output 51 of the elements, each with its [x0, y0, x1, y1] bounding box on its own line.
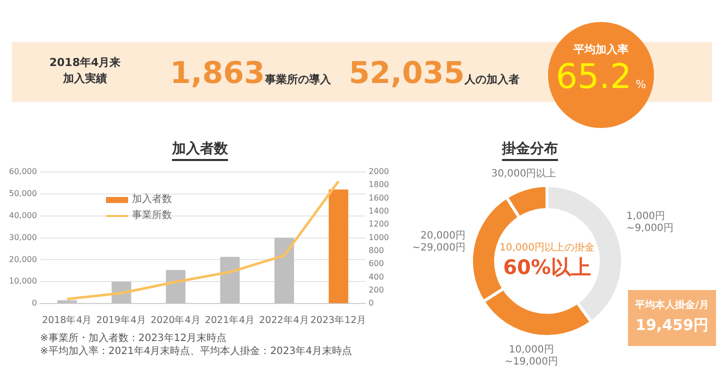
y2-tick-label: 800: [368, 246, 384, 256]
bar: [166, 270, 186, 304]
legend-label: 加入者数: [132, 192, 172, 207]
x-tick-label: 2023年12月: [310, 314, 367, 326]
bar: [274, 238, 294, 304]
text: 10,000円以上の掛金: [500, 242, 594, 254]
text: 52,035: [348, 56, 465, 91]
y2-tick-label: 600: [368, 259, 384, 268]
text: 19,459円: [634, 316, 710, 335]
slice-label: 10,000円~19,000円: [504, 344, 558, 368]
text: 65.2: [556, 57, 632, 97]
y2-tick-label: 1600: [368, 193, 389, 202]
text: 60%以上: [503, 255, 591, 280]
y-tick-label: 10,000: [8, 276, 37, 286]
y2-tick-label: 0: [368, 298, 374, 308]
text: %: [636, 78, 646, 91]
x-tick-label: 2022年4月: [259, 314, 310, 326]
chart-title: 掛金分布: [502, 141, 558, 161]
y-tick-label: 40,000: [8, 210, 37, 220]
bar: [328, 190, 348, 304]
text: 人の加入者: [464, 73, 520, 86]
slice-label: 1,000円~9,000円: [626, 210, 674, 234]
text: 加入実績: [63, 72, 107, 85]
x-tick-label: 2021年4月: [204, 314, 256, 326]
text: 1,863: [170, 56, 265, 91]
legend-label: 事業所数: [132, 208, 172, 223]
x-tick-label: 2018年4月: [42, 314, 92, 326]
y2-tick-label: 1000: [368, 232, 389, 242]
text: 事業所の導入: [264, 73, 331, 86]
slice-label: 20,000円~29,000円: [412, 230, 466, 254]
y-tick-label: 20,000: [8, 254, 37, 264]
y2-tick-label: 200: [368, 286, 384, 295]
y2-tick-label: 400: [368, 272, 384, 282]
bar: [220, 256, 240, 304]
y-tick-label: 30,000: [8, 232, 37, 242]
text: ※事業所・加入者数：2023年12月末時点: [40, 332, 228, 345]
y-tick-label: 0: [32, 298, 37, 308]
x-tick-label: 2020年4月: [150, 314, 201, 326]
text: 2018年4月来: [49, 56, 121, 69]
y2-tick-label: 2000: [368, 167, 389, 176]
slice-label: 30,000円以上: [491, 167, 556, 180]
chart-title: 加入者数: [172, 141, 228, 161]
x-tick-label: 2019年4月: [96, 314, 147, 326]
y2-tick-label: 1800: [368, 180, 389, 190]
y2-tick-label: 1400: [368, 206, 389, 216]
text: ※平均加入率：2021年4月末時点、平均本人掛金：2023年4月末時点: [40, 345, 352, 358]
y2-tick-label: 1200: [368, 220, 389, 229]
text: 平均本人掛金/月: [634, 298, 710, 312]
y-tick-label: 50,000: [8, 189, 37, 198]
text: 平均加入率: [574, 43, 628, 56]
y-tick-label: 60,000: [8, 167, 37, 176]
